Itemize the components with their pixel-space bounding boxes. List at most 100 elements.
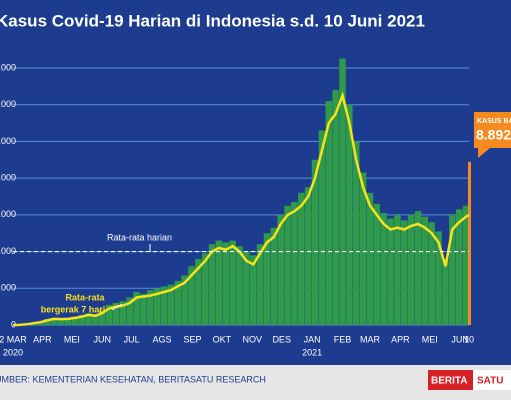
bar <box>435 231 442 325</box>
bar <box>181 275 188 325</box>
bar <box>50 317 58 325</box>
x-tick-label: FEB <box>334 334 352 344</box>
x-tick-label: MAR <box>360 334 381 344</box>
bar <box>174 280 181 325</box>
y-tick-label: 10.000 <box>0 136 16 146</box>
y-tick-label: 14.000 <box>0 62 16 72</box>
x-tick-label: 2 MAR <box>0 334 27 344</box>
bar <box>270 227 278 325</box>
bar <box>126 297 133 325</box>
x-tick-label: APR <box>391 334 410 344</box>
bar <box>359 172 367 325</box>
bar <box>64 317 72 325</box>
bar <box>133 291 140 325</box>
source: SUMBER: KEMENTERIAN KESEHATAN, BERITASAT… <box>0 374 266 384</box>
bar <box>421 216 429 325</box>
bar <box>380 213 387 325</box>
bar <box>85 313 92 325</box>
ma-annotation: Rata-rata <box>65 292 105 302</box>
bar <box>407 214 415 325</box>
bar <box>112 302 120 325</box>
x-tick-label: AGS <box>153 334 172 344</box>
bar <box>455 209 463 325</box>
x-tick-label: JUN <box>451 334 469 344</box>
bar <box>71 316 79 325</box>
bar <box>160 286 168 325</box>
bar <box>236 246 243 325</box>
x-tick-label: NOV <box>243 334 263 344</box>
bar <box>311 159 319 325</box>
bar <box>449 214 456 325</box>
bar <box>256 244 264 325</box>
logo-text: BERITA <box>431 376 467 387</box>
bar <box>277 214 284 325</box>
bar <box>291 202 298 325</box>
bar <box>414 211 422 325</box>
x-tick-label: JUN <box>93 334 111 344</box>
bar <box>57 318 65 325</box>
bar <box>119 301 127 325</box>
year-label: 2021 <box>302 347 322 357</box>
x-tick-label: DES <box>272 334 291 344</box>
callout-label: KASUS BARU <box>477 118 511 125</box>
y-tick-label: 2.000 <box>0 283 16 293</box>
logo-text: SATU <box>477 376 503 387</box>
bar <box>387 218 394 325</box>
bar <box>394 214 401 325</box>
bar <box>332 90 339 326</box>
bar <box>92 313 99 325</box>
bar <box>195 258 202 325</box>
y-tick-label: 12.000 <box>0 99 16 109</box>
ma-arrow <box>111 303 123 311</box>
callout-value: 8.892 <box>476 127 511 143</box>
bar <box>401 220 408 325</box>
bar <box>98 310 106 325</box>
year-label: 2020 <box>3 347 23 357</box>
logo-red <box>428 370 473 390</box>
callout-box <box>474 112 511 148</box>
bar <box>442 258 449 325</box>
bar <box>339 58 346 326</box>
logo-white <box>473 370 511 390</box>
bar <box>140 293 147 325</box>
x-tick-label: APR <box>33 334 52 344</box>
bar <box>188 266 195 325</box>
bar <box>263 233 271 325</box>
moving-average-line <box>12 91 470 327</box>
bar <box>325 101 333 326</box>
bar <box>44 318 51 325</box>
callout-pointer <box>478 148 490 158</box>
x-tick-label: MEI <box>422 334 438 344</box>
bar <box>167 284 175 325</box>
bar <box>215 240 223 325</box>
bar <box>346 104 353 325</box>
bar <box>222 242 230 325</box>
x-tick-label: OKT <box>213 334 232 344</box>
y-tick-label: 6.000 <box>0 209 16 219</box>
bar <box>78 314 85 325</box>
x-tick-label: JUL <box>124 334 140 344</box>
bar <box>147 290 154 325</box>
bar <box>298 192 305 325</box>
x-tick-label: MEI <box>64 334 80 344</box>
bar <box>208 244 216 325</box>
x-tick-label: JAN <box>304 334 321 344</box>
ma-annotation: bergerak 7 hari <box>41 304 106 314</box>
x-tick-label: SEP <box>183 334 201 344</box>
bar <box>373 203 381 325</box>
bar <box>243 251 250 325</box>
bar <box>229 240 236 325</box>
bar <box>318 130 326 325</box>
y-tick-label: 8.000 <box>0 173 16 183</box>
footer-band <box>0 365 511 400</box>
bar <box>462 205 470 325</box>
bar <box>366 192 374 325</box>
bar <box>468 161 471 325</box>
bar <box>352 141 360 325</box>
y-tick-label: 4.000 <box>0 246 16 256</box>
chart-title: Kasus Covid-19 Harian di Indonesia s.d. … <box>0 11 425 30</box>
bar <box>153 288 161 325</box>
bar <box>201 253 209 325</box>
average-label: Rata-rata harian <box>107 232 172 242</box>
